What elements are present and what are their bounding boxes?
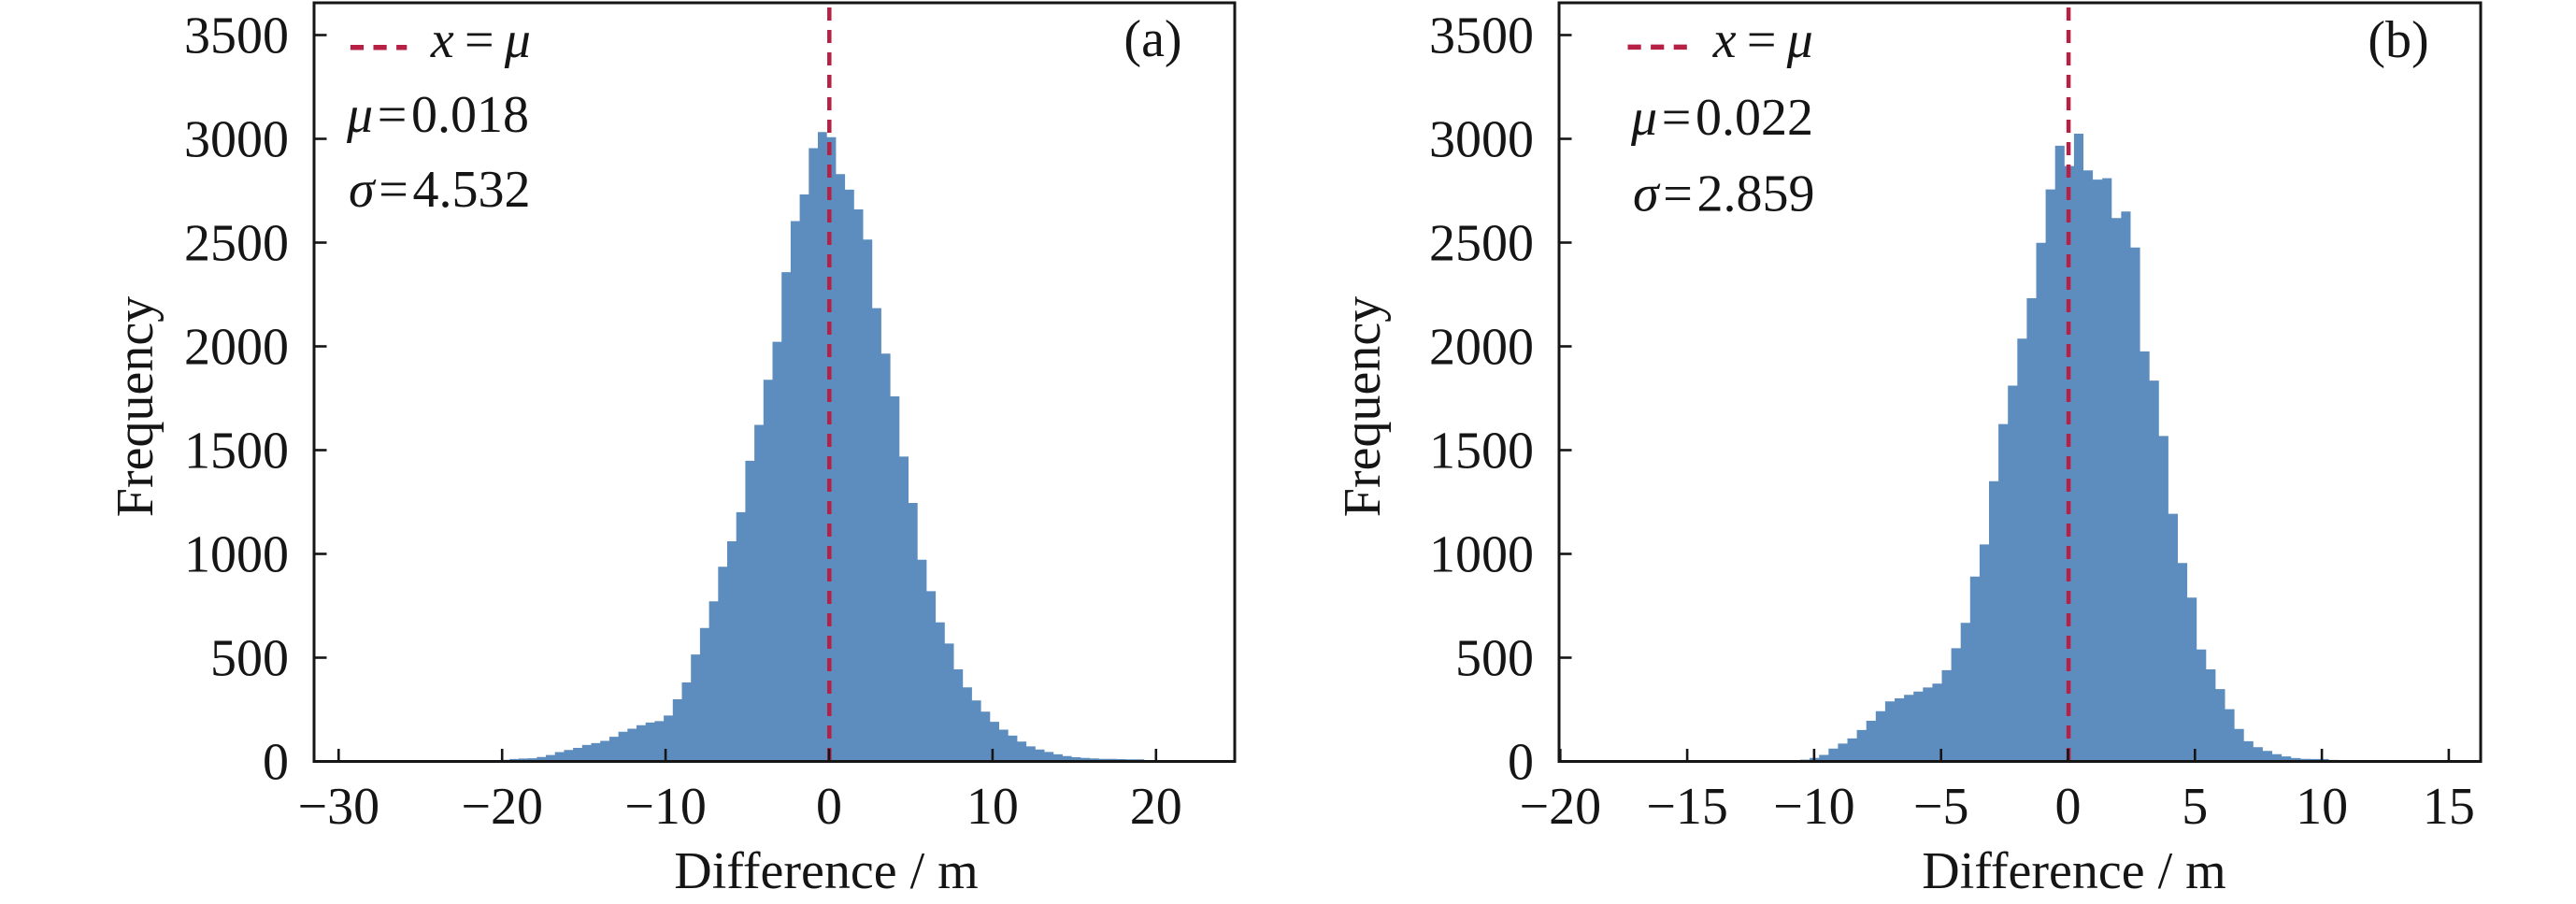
- svg-text:0: 0: [2055, 778, 2082, 836]
- svg-text:x = μ: x = μ: [430, 11, 531, 69]
- svg-text:10: 10: [966, 778, 1019, 836]
- svg-text:−10: −10: [624, 778, 707, 836]
- svg-text:0: 0: [816, 778, 842, 836]
- svg-text:0: 0: [263, 734, 289, 792]
- svg-text:0: 0: [1508, 734, 1534, 792]
- svg-text:σ = 2.859: σ = 2.859: [1633, 165, 1815, 223]
- svg-text:(b): (b): [2368, 11, 2428, 69]
- svg-text:3000: 3000: [1429, 111, 1534, 169]
- svg-text:−5: −5: [1913, 778, 1969, 836]
- svg-text:σ = 4.532: σ = 4.532: [349, 161, 531, 219]
- svg-text:Difference / m: Difference / m: [1922, 842, 2225, 900]
- svg-text:1000: 1000: [184, 526, 289, 584]
- svg-text:μ = 0.022: μ = 0.022: [1630, 89, 1813, 147]
- svg-text:3500: 3500: [184, 7, 289, 65]
- svg-text:3000: 3000: [184, 111, 289, 169]
- svg-text:Frequency: Frequency: [107, 296, 165, 517]
- svg-text:1500: 1500: [1429, 423, 1534, 481]
- svg-text:−20: −20: [461, 778, 543, 836]
- svg-text:Frequency: Frequency: [1334, 296, 1392, 517]
- svg-text:(a): (a): [1123, 10, 1181, 68]
- svg-text:−30: −30: [298, 778, 380, 836]
- svg-text:5: 5: [2182, 778, 2208, 836]
- svg-text:−10: −10: [1773, 778, 1855, 836]
- svg-text:2500: 2500: [1429, 215, 1534, 273]
- svg-text:μ = 0.018: μ = 0.018: [346, 86, 529, 144]
- svg-text:−15: −15: [1646, 778, 1728, 836]
- svg-text:Difference / m: Difference / m: [674, 842, 978, 900]
- svg-text:2500: 2500: [184, 215, 289, 273]
- svg-text:2000: 2000: [1429, 319, 1534, 377]
- svg-text:−20: −20: [1520, 778, 1602, 836]
- svg-text:1000: 1000: [1429, 526, 1534, 584]
- svg-text:10: 10: [2296, 778, 2348, 836]
- svg-text:20: 20: [1130, 778, 1182, 836]
- svg-text:3500: 3500: [1429, 7, 1534, 65]
- svg-text:500: 500: [210, 630, 289, 688]
- svg-text:1500: 1500: [184, 423, 289, 481]
- svg-text:15: 15: [2423, 778, 2475, 836]
- svg-text:500: 500: [1455, 630, 1534, 688]
- svg-text:2000: 2000: [184, 319, 289, 377]
- svg-text:x = μ: x = μ: [1712, 11, 1813, 69]
